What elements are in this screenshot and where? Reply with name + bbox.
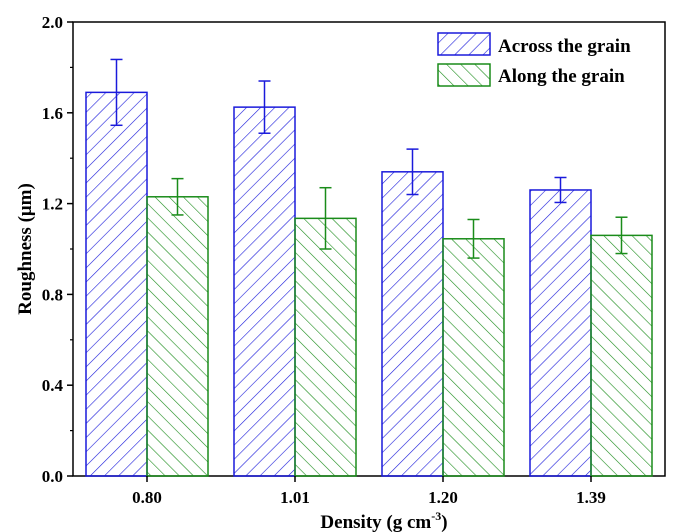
errorbars-group bbox=[110, 58, 628, 259]
y-tick-label: 0.8 bbox=[42, 285, 63, 304]
x-tick-label: 0.80 bbox=[132, 488, 162, 507]
bar-across-3 bbox=[529, 189, 592, 477]
legend: Across the grain Along the grain bbox=[437, 32, 631, 87]
bar-along-2 bbox=[442, 238, 505, 477]
x-axis-title-sup: -3 bbox=[431, 509, 441, 523]
x-axis-title-main: Density (g cm bbox=[320, 512, 431, 532]
y-axis: 0.0 0.4 0.8 1.2 1.6 2.0 bbox=[42, 13, 73, 486]
legend-label-along: Along the grain bbox=[498, 66, 625, 87]
bar-along-0 bbox=[146, 196, 209, 477]
bar-across-1 bbox=[233, 106, 296, 477]
y-axis-title: Roughness (μm) bbox=[15, 183, 36, 315]
bars-group bbox=[85, 91, 653, 477]
y-tick-label: 1.2 bbox=[42, 195, 63, 214]
x-tick-label: 1.20 bbox=[428, 488, 458, 507]
x-tick-label: 1.01 bbox=[280, 488, 310, 507]
x-axis-title: Density (g cm-3) bbox=[320, 509, 447, 532]
y-tick-label: 0.4 bbox=[42, 376, 64, 395]
x-tick-label: 1.39 bbox=[576, 488, 606, 507]
bar-across-0 bbox=[85, 91, 148, 477]
y-tick-label: 1.6 bbox=[42, 104, 63, 123]
legend-label-across: Across the grain bbox=[498, 36, 631, 57]
x-axis: 0.80 1.01 1.20 1.39 bbox=[132, 476, 606, 507]
y-tick-label: 0.0 bbox=[42, 467, 63, 486]
y-tick-label: 2.0 bbox=[42, 13, 63, 32]
x-axis-title-tail: ) bbox=[441, 512, 447, 532]
legend-swatch-across bbox=[437, 32, 491, 56]
bar-across-2 bbox=[381, 171, 444, 477]
bar-along-1 bbox=[294, 217, 357, 477]
legend-swatch-along bbox=[437, 63, 491, 87]
bar-along-3 bbox=[590, 234, 653, 477]
